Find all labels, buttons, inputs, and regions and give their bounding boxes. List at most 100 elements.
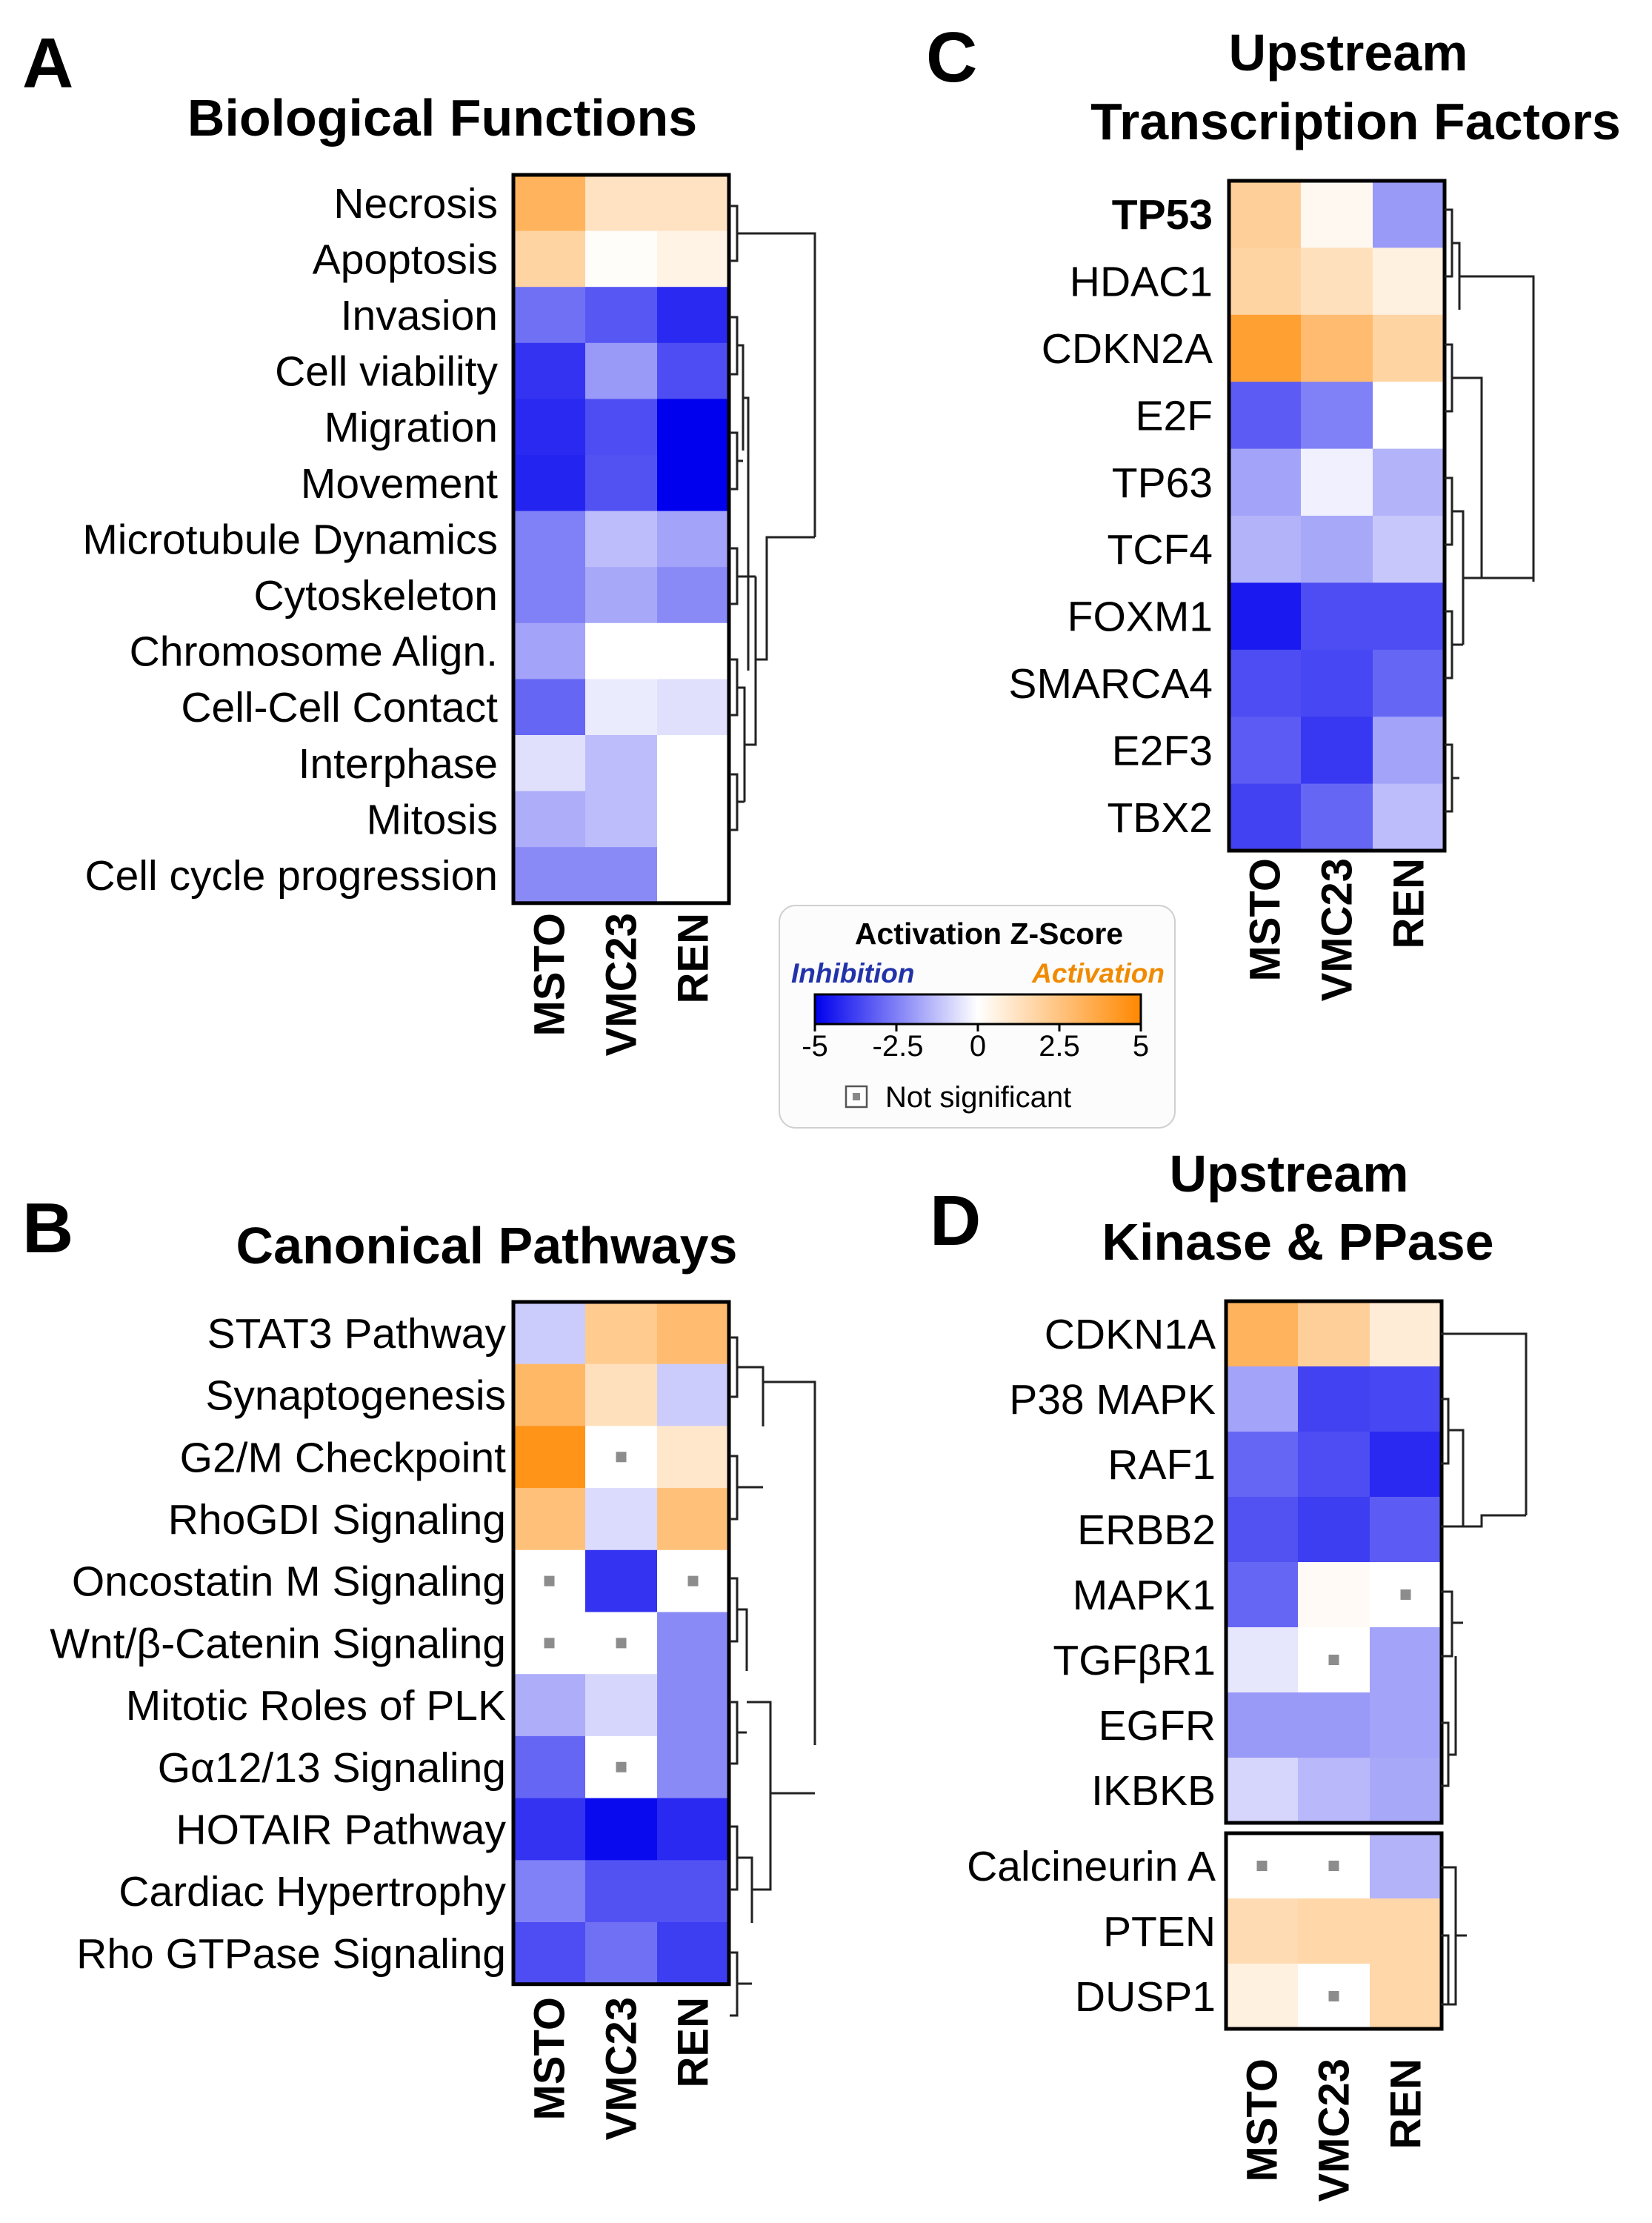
heatmap-cell xyxy=(657,175,730,232)
heatmap-cell xyxy=(1226,1562,1299,1628)
heatmap-cell xyxy=(585,1798,658,1861)
row-label: SMARCA4 xyxy=(1008,660,1213,708)
row-label: HOTAIR Pathway xyxy=(176,1806,506,1853)
heatmap-cell xyxy=(1301,717,1373,785)
heatmap-cell xyxy=(585,1860,658,1923)
heatmap-cell xyxy=(513,455,586,512)
row-label: Chromosome Align. xyxy=(130,628,498,676)
legend-tick-label: 0 xyxy=(970,1030,986,1063)
row-label: CDKN2A xyxy=(1042,325,1213,373)
heatmap-cell xyxy=(1226,1898,1299,1964)
not-significant-marker xyxy=(544,1638,555,1649)
row-label: CDKN1A xyxy=(1045,1311,1216,1358)
heatmap-cell xyxy=(657,1798,730,1861)
heatmap-cell xyxy=(1226,1964,1299,2030)
heatmap-cell xyxy=(1373,247,1445,316)
heatmap-cell xyxy=(657,1426,730,1489)
not-significant-marker xyxy=(1400,1589,1411,1600)
heatmap-cell xyxy=(657,399,730,456)
row-label: Oncostatin M Signaling xyxy=(72,1558,506,1606)
heatmap-cell xyxy=(1370,1301,1442,1367)
heatmap-cell xyxy=(657,1612,730,1675)
heatmap-cell xyxy=(513,399,586,456)
panel-letter-d: D xyxy=(930,1181,981,1260)
row-label: PTEN xyxy=(1103,1908,1216,1955)
heatmap-cell xyxy=(1298,1562,1370,1628)
row-label: RAF1 xyxy=(1108,1441,1216,1489)
row-label: TCF4 xyxy=(1108,526,1213,574)
not-significant-marker xyxy=(687,1575,699,1586)
zscore-legend: Activation Z-Score Inhibition Activation… xyxy=(779,905,1176,1129)
row-label: Synaptogenesis xyxy=(205,1372,506,1420)
heatmap-border xyxy=(1224,1831,1444,2031)
row-label: E2F xyxy=(1135,392,1213,439)
heatmap-cell xyxy=(657,1674,730,1737)
heatmap-cell xyxy=(1373,516,1445,583)
row-label: Cell viability xyxy=(275,348,498,396)
column-label: VMC23 xyxy=(598,913,646,1056)
heatmap-cell xyxy=(1298,1898,1370,1964)
heatmap-border xyxy=(1224,1299,1444,1825)
heatmap-cell xyxy=(585,622,658,679)
row-label: IKBKB xyxy=(1091,1767,1216,1815)
heatmap-cell xyxy=(657,622,730,679)
heatmap-cell xyxy=(513,622,586,679)
heatmap-border xyxy=(511,173,731,906)
heatmap-cell xyxy=(1301,783,1373,851)
title-panel-c-line-1: Upstream xyxy=(1229,24,1468,82)
row-label: MAPK1 xyxy=(1073,1572,1216,1619)
heatmap-cell xyxy=(1301,649,1373,717)
legend-title: Activation Z-Score xyxy=(855,917,1123,951)
heatmap-cell xyxy=(585,735,658,792)
heatmap-upstream-kinase-ppase: CDKN1A P38 MAPK RAF1 ERBB2 MAPK1 TGFβR1 EGFR IK… xyxy=(967,1299,1444,2202)
row-label: TBX2 xyxy=(1107,794,1213,842)
heatmap-cell xyxy=(513,679,586,736)
heatmap-cell xyxy=(513,1798,586,1861)
heatmap-cell xyxy=(585,455,658,512)
row-label: Migration xyxy=(324,404,498,451)
heatmap-cell xyxy=(1226,1366,1299,1432)
row-label: Mitosis xyxy=(367,796,498,843)
heatmap-cell xyxy=(513,342,586,399)
heatmap-cell xyxy=(585,1549,658,1613)
heatmap-cell xyxy=(1370,1627,1442,1693)
heatmap-cell xyxy=(1298,1497,1370,1563)
title-panel-c-line-2: Transcription Factors xyxy=(1090,93,1621,150)
dendrogram-panel-d xyxy=(1441,1332,1528,2006)
heatmap-cell xyxy=(1298,1432,1370,1498)
heatmap-cell xyxy=(1229,516,1302,583)
heatmap-cell xyxy=(513,791,586,848)
heatmap-cell xyxy=(657,455,730,512)
row-label: Necrosis xyxy=(333,180,498,227)
heatmap-biological-functions: Necrosis Apoptosis Invasion Cell viability M… xyxy=(82,173,731,1056)
heatmap-cell xyxy=(585,1363,658,1426)
heatmap-cell xyxy=(657,847,730,904)
row-label: Cell-Cell Contact xyxy=(181,684,498,731)
legend-ns-label: Not significant xyxy=(885,1081,1071,1114)
heatmap-cell xyxy=(513,511,586,568)
heatmap-cell xyxy=(585,847,658,904)
row-label: FOXM1 xyxy=(1068,594,1213,641)
column-label: MSTO xyxy=(1239,2058,1287,2182)
heatmap-cell xyxy=(1373,181,1445,248)
legend-activation-label: Activation xyxy=(1031,958,1165,988)
heatmap-cell xyxy=(513,175,586,232)
heatmap-cell xyxy=(513,1922,586,1985)
not-significant-marker xyxy=(544,1575,555,1586)
not-significant-marker xyxy=(616,1638,627,1649)
heatmap-cell xyxy=(657,342,730,399)
dendrogram-panel-b xyxy=(730,1336,816,2017)
heatmap-cell xyxy=(1373,649,1445,717)
heatmap-cell xyxy=(1298,1366,1370,1432)
heatmap-cell xyxy=(1229,314,1302,382)
row-label: RhoGDI Signaling xyxy=(168,1496,506,1544)
dendrogram-panel-a xyxy=(730,205,816,831)
row-label: Cardiac Hypertrophy xyxy=(119,1868,506,1915)
row-label: Movement xyxy=(301,460,498,508)
dendrogram-panel-c xyxy=(1445,208,1535,813)
not-significant-marker xyxy=(1256,1861,1268,1871)
column-label: VMC23 xyxy=(598,1997,646,2140)
heatmap-cell xyxy=(1229,649,1302,717)
column-label: MSTO xyxy=(1242,858,1290,982)
